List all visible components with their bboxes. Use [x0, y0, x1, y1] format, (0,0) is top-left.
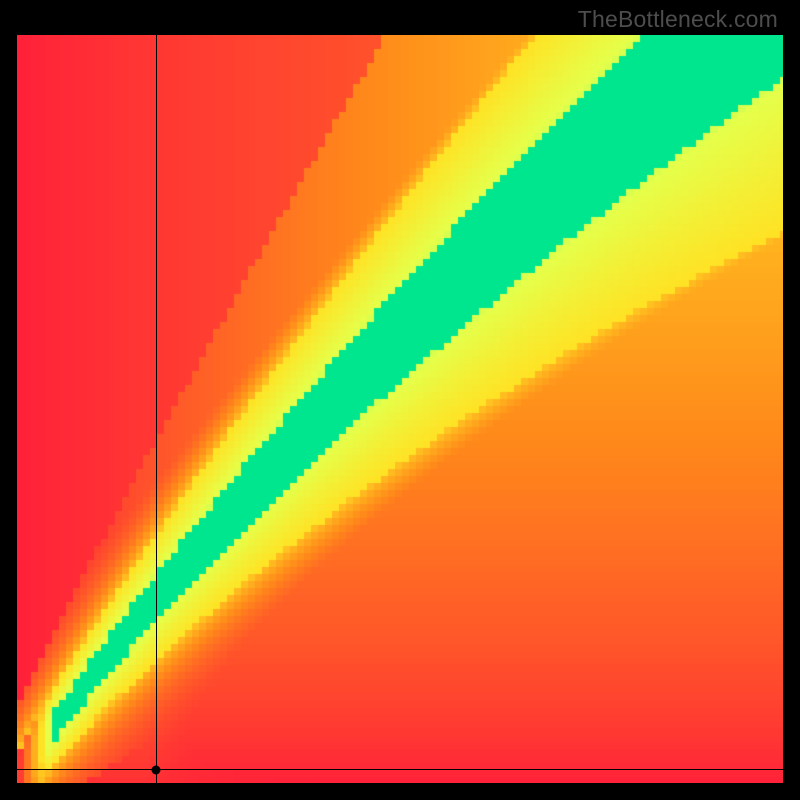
- plot-area: [17, 35, 783, 783]
- heatmap-canvas: [17, 35, 783, 783]
- chart-container: TheBottleneck.com: [0, 0, 800, 800]
- crosshair-marker: [152, 765, 161, 774]
- crosshair-vertical: [156, 35, 157, 783]
- watermark-label: TheBottleneck.com: [578, 6, 778, 33]
- crosshair-horizontal: [17, 769, 783, 770]
